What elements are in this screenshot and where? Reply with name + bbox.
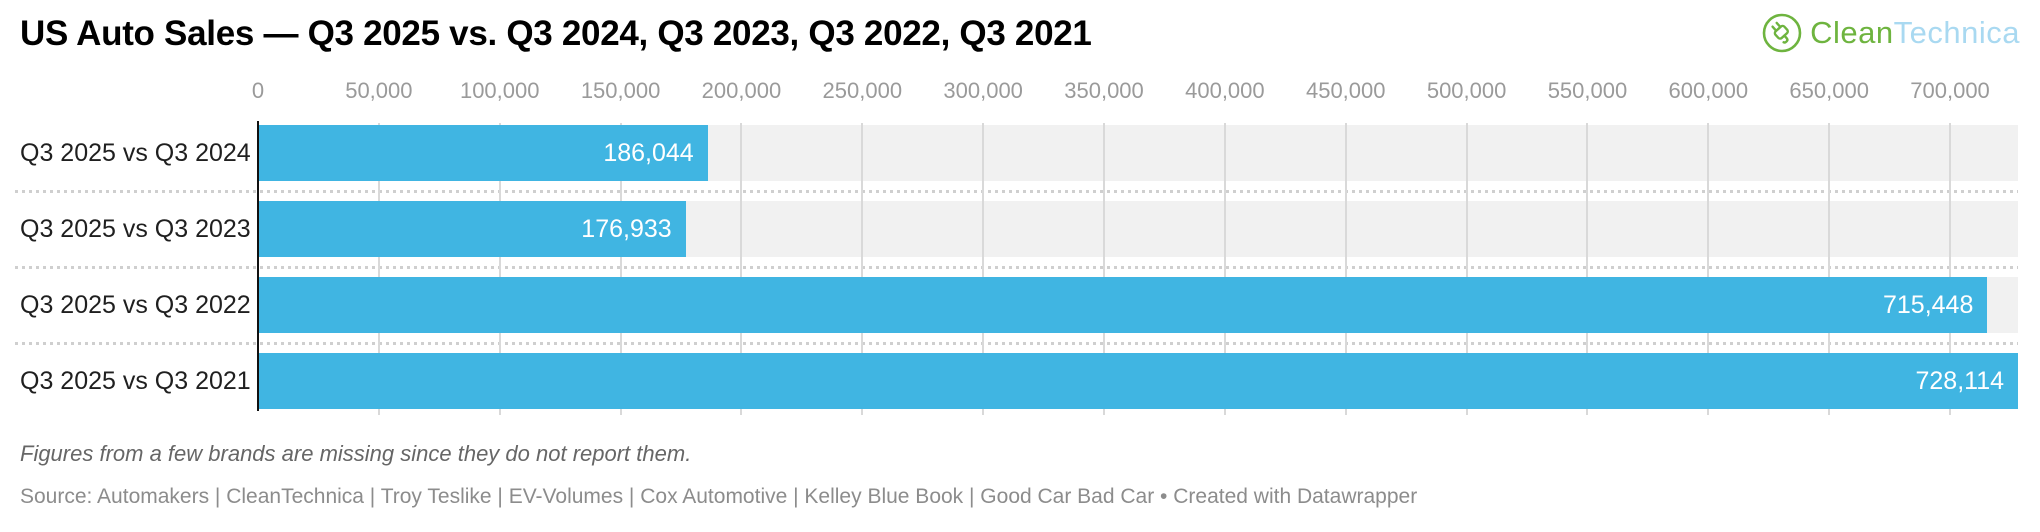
gridline — [1223, 123, 1226, 415]
row-label: Q3 2025 vs Q3 2022 — [20, 290, 251, 319]
row-separator — [15, 342, 2018, 345]
chart-source: Source: Automakers | CleanTechnica | Tro… — [20, 485, 1418, 508]
x-tick-label: 600,000 — [1668, 78, 1749, 103]
gridline — [1949, 123, 1952, 415]
x-tick-label: 400,000 — [1185, 78, 1265, 103]
x-tick-label: 450,000 — [1305, 78, 1386, 103]
row-separator — [15, 190, 2018, 193]
cleantechnica-logo[interactable]: CleanTechnica — [1761, 12, 2020, 54]
x-tick-label: 550,000 — [1547, 78, 1628, 103]
x-tick-label: 0 — [251, 78, 265, 103]
y-axis-baseline — [257, 121, 259, 411]
gridline — [1344, 123, 1347, 415]
row-label: Q3 2025 vs Q3 2024 — [20, 138, 251, 167]
cleantechnica-plug-icon — [1761, 12, 1803, 54]
x-tick-label: 500,000 — [1426, 78, 1507, 103]
bar[interactable]: 728,114 — [258, 353, 2018, 409]
gridline — [1707, 123, 1710, 415]
row-label: Q3 2025 vs Q3 2021 — [20, 366, 251, 395]
gridline — [377, 123, 380, 415]
row-label: Q3 2025 vs Q3 2023 — [20, 214, 251, 243]
x-tick-label: 50,000 — [345, 78, 413, 103]
bar[interactable]: 176,933 — [258, 201, 686, 257]
logo-clean-text: Clean — [1810, 15, 1894, 50]
logo-wordmark: CleanTechnica — [1810, 15, 2020, 51]
row-separator — [15, 266, 2018, 269]
gridline — [740, 123, 743, 415]
bar[interactable]: 186,044 — [258, 125, 708, 181]
chart-title: US Auto Sales — Q3 2025 vs. Q3 2024, Q3 … — [20, 14, 1092, 53]
x-tick-label: 350,000 — [1064, 78, 1144, 103]
bar-value-label: 186,044 — [603, 138, 694, 167]
x-tick-label: 250,000 — [822, 78, 903, 103]
chart-note: Figures from a few brands are missing si… — [20, 441, 692, 466]
logo-technica-text: Technica — [1893, 15, 2020, 50]
x-tick-label: 700,000 — [1910, 78, 1990, 103]
x-tick-label: 150,000 — [580, 78, 661, 103]
gridline — [982, 123, 985, 415]
gridline — [1828, 123, 1831, 415]
bar[interactable]: 715,448 — [258, 277, 1988, 333]
x-tick-label: 100,000 — [459, 78, 540, 103]
gridline — [619, 123, 622, 415]
gridline — [1586, 123, 1589, 415]
bar-value-label: 715,448 — [1883, 290, 1974, 319]
x-tick-label: 650,000 — [1789, 78, 1869, 103]
bar-value-label: 176,933 — [581, 214, 672, 243]
x-tick-label: 300,000 — [943, 78, 1023, 103]
x-tick-label: 200,000 — [701, 78, 782, 103]
gridline — [498, 123, 501, 415]
gridline — [1103, 123, 1106, 415]
gridline — [861, 123, 864, 415]
bar-value-label: 728,114 — [1915, 366, 2004, 395]
gridline — [1465, 123, 1468, 415]
